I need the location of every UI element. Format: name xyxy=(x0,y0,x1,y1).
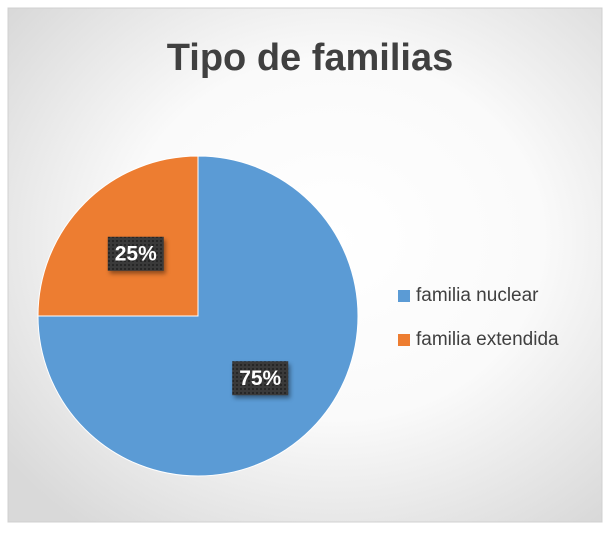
data-label: 25% xyxy=(115,242,157,265)
chart-title: Tipo de familias xyxy=(167,37,453,79)
legend-label: familia nuclear xyxy=(416,285,539,306)
data-label-box xyxy=(232,361,289,396)
legend-swatch xyxy=(398,334,410,346)
pie-slice xyxy=(37,155,199,317)
legend-label: familia extendida xyxy=(416,329,559,350)
data-label-box xyxy=(107,236,164,271)
data-label: 75% xyxy=(239,367,281,390)
legend-swatch xyxy=(398,290,410,302)
